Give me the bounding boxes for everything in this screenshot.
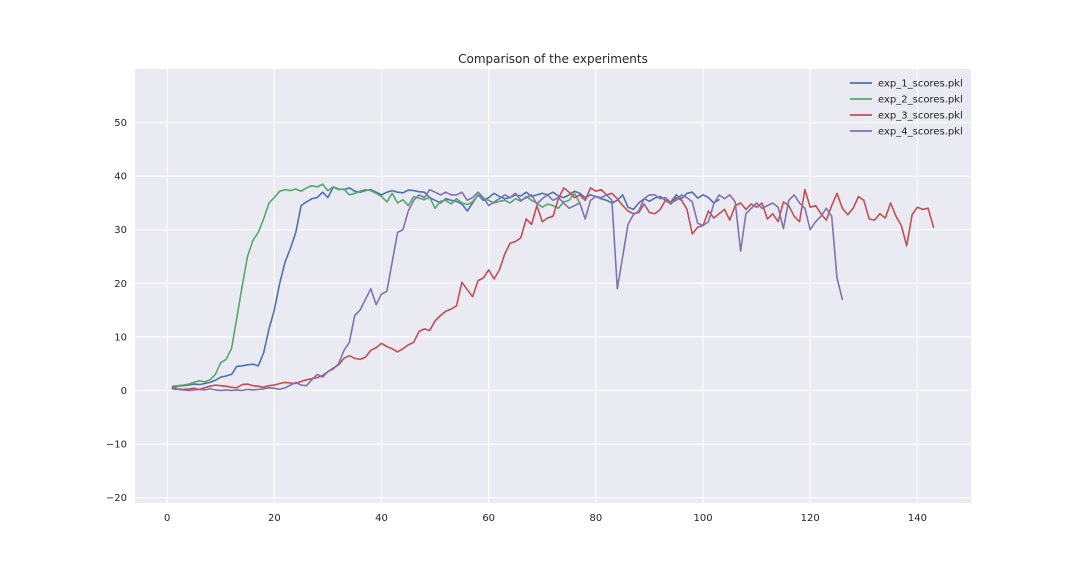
series-line-2 [171, 183, 581, 388]
x-tick-labels: 0 20 40 60 80 100 120 140 [164, 513, 927, 524]
x-tick-label: 20 [268, 513, 281, 524]
x-tick-label: 100 [694, 513, 713, 524]
x-tick-label: 80 [590, 513, 603, 524]
x-tick-label: 140 [908, 513, 927, 524]
y-tick-label: 50 [114, 118, 127, 129]
y-tick-label: 20 [114, 279, 127, 290]
plot-area [135, 69, 971, 503]
x-tick-label: 40 [375, 513, 388, 524]
x-tick-label: 120 [801, 513, 820, 524]
y-tick-label: −20 [106, 493, 127, 504]
y-tick-label: 30 [114, 225, 127, 236]
series-line-3 [171, 187, 935, 391]
series-line-4 [171, 188, 844, 392]
legend-label-1: exp_1_scores.pkl [878, 79, 963, 90]
y-tick-label: 10 [114, 332, 127, 343]
y-tick-label: −10 [106, 440, 127, 451]
x-tick-label: 60 [482, 513, 495, 524]
legend-label-4: exp_4_scores.pkl [878, 127, 963, 138]
chart-title: Comparison of the experiments [458, 52, 648, 66]
series-lines [171, 183, 935, 392]
y-tick-labels: −20 −10 0 10 20 30 40 50 [106, 118, 127, 504]
legend: exp_1_scores.pkl exp_2_scores.pkl exp_3_sc… [850, 79, 963, 138]
x-tick-label: 0 [164, 513, 170, 524]
y-tick-label: 0 [121, 386, 127, 397]
series-line-1 [171, 186, 720, 389]
legend-label-2: exp_2_scores.pkl [878, 95, 963, 106]
legend-label-3: exp_3_scores.pkl [878, 111, 963, 122]
y-tick-label: 40 [114, 172, 127, 183]
grid-lines [135, 69, 971, 503]
